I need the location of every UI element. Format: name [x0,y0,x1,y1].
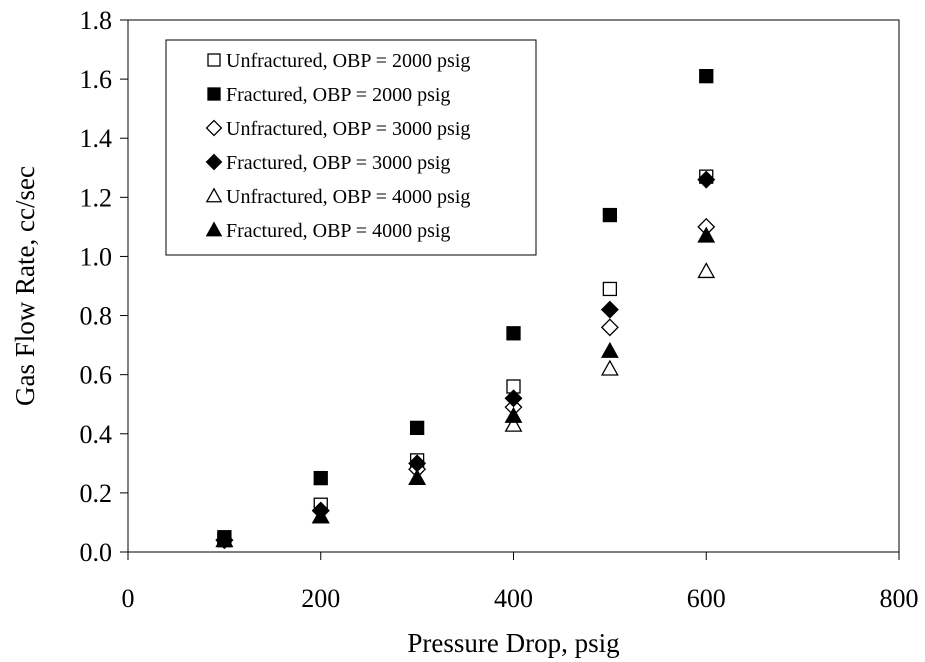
x-axis: 0 200 400 600 800 [122,552,919,613]
series-6 [215,226,716,548]
legend-marker [205,221,223,237]
y-axis: 0.0 0.2 0.4 0.6 0.8 1.0 1.2 1.4 1.6 1.8 [80,6,128,567]
data-point [699,69,714,84]
legend-marker [207,53,221,67]
legend-box [165,39,537,256]
data-point [506,326,521,341]
legend-label: Fractured, OBP = 3000 psig [226,152,450,174]
y-tick-label: 0.2 [80,479,113,508]
data-point [697,262,716,279]
y-tick-label: 1.2 [80,183,113,212]
data-point [409,420,425,436]
data-point [600,318,619,337]
x-tick-label: 600 [687,584,726,613]
legend-marker [205,153,223,171]
x-tick-label: 800 [880,584,919,613]
data-point [504,415,523,432]
data-point [313,470,328,486]
legend-label: Fractured, OBP = 4000 psig [226,220,450,242]
y-tick-label: 0.0 [80,538,113,567]
data-point [600,359,619,376]
y-axis-title: Gas Flow Rate, cc/sec [10,166,40,406]
data-point [697,226,716,243]
data-point [408,468,427,486]
y-tick-label: 1.4 [80,124,113,153]
legend-item: Unfractured, OBP = 3000 psig [205,118,470,140]
legend-label: Fractured, OBP = 2000 psig [226,84,450,106]
y-tick-label: 1.0 [80,242,113,271]
series-2 [217,69,714,545]
legend-marker [205,119,223,137]
legend-item: Fractured, OBP = 4000 psig [205,220,450,242]
x-tick-label: 0 [122,584,135,613]
legend: Unfractured, OBP = 2000 psig Fractured, O… [165,39,537,256]
legend-item: Unfractured, OBP = 2000 psig [207,50,470,72]
legend-label: Unfractured, OBP = 3000 psig [226,118,470,140]
legend-label: Unfractured, OBP = 2000 psig [226,50,470,72]
data-point [504,406,523,423]
legend-marker [207,87,221,101]
data-point [311,507,330,524]
data-point [602,281,618,297]
y-tick-label: 1.8 [80,6,113,35]
series-5 [215,262,716,548]
x-tick-label: 400 [494,584,533,613]
y-tick-label: 0.6 [80,361,113,390]
data-point [697,170,716,189]
data-point [504,389,523,408]
data-point [602,207,618,223]
data-points [215,69,716,550]
y-tick-label: 0.4 [80,420,113,449]
y-tick-label: 0.8 [80,302,113,331]
y-tick-label: 1.6 [80,65,113,94]
legend-label: Unfractured, OBP = 4000 psig [226,186,470,208]
legend-marker [205,187,223,203]
series-3 [215,217,716,550]
x-axis-title: Pressure Drop, psig [407,628,619,658]
data-point [215,531,234,548]
legend-item: Fractured, OBP = 2000 psig [207,84,450,106]
data-point [600,300,619,319]
data-point [600,341,619,358]
legend-item: Fractured, OBP = 3000 psig [205,152,450,174]
x-tick-label: 200 [301,584,340,613]
legend-item: Unfractured, OBP = 4000 psig [205,186,470,208]
